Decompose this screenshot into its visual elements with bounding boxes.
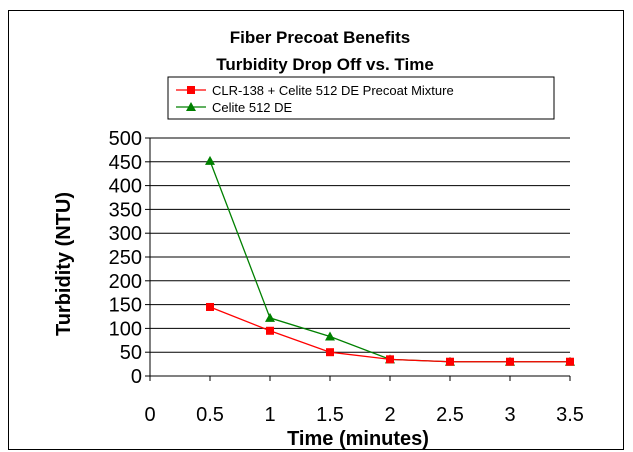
series-0-point-1 — [266, 326, 274, 335]
legend: CLR-138 + Celite 512 DE Precoat Mixture C… — [167, 76, 555, 120]
data-series — [205, 155, 575, 366]
y-tick-label-500: 500 — [109, 128, 142, 150]
series-0-point-4 — [446, 357, 454, 366]
axes — [145, 137, 571, 381]
series-0-point-6 — [566, 357, 574, 366]
series-0-point-2 — [326, 348, 334, 357]
y-tick-label-200: 200 — [109, 271, 142, 293]
y-tick-label-250: 250 — [109, 247, 142, 269]
series-0-point-0 — [206, 302, 214, 311]
series-0-point-3 — [386, 355, 394, 364]
y-tick-label-100: 100 — [109, 318, 142, 340]
x-axis-title: Time (minutes) — [287, 428, 429, 450]
x-tick-label-3.5: 3.5 — [556, 404, 584, 426]
x-tick-label-3: 3 — [504, 404, 515, 426]
series-1 — [205, 155, 575, 366]
series-1-point-2 — [325, 331, 335, 341]
series-0-line — [209, 306, 570, 363]
y-tick-label-150: 150 — [109, 295, 142, 317]
x-tick-label-2.5: 2.5 — [436, 404, 464, 426]
series-0 — [206, 302, 574, 366]
y-axis-title: Turbidity (NTU) — [53, 192, 75, 336]
y-tick-label-300: 300 — [109, 223, 142, 245]
series-0-point-5 — [506, 357, 514, 366]
chart-frame — [8, 10, 624, 450]
y-tick-label-400: 400 — [109, 176, 142, 198]
y-tick-label-450: 450 — [109, 152, 142, 174]
series-1-line — [209, 160, 570, 363]
y-tick-label-50: 50 — [120, 342, 142, 364]
legend-marker-0 — [187, 86, 195, 94]
chart-subtitle: Turbidity Drop Off vs. Time — [216, 55, 434, 74]
series-1-point-1 — [265, 312, 275, 322]
series-1-point-0 — [205, 155, 215, 165]
x-tick-label-0: 0 — [144, 404, 155, 426]
x-tick-label-1.5: 1.5 — [316, 404, 344, 426]
y-tick-label-0: 0 — [131, 366, 142, 388]
legend-marker-1 — [186, 102, 196, 111]
y-tick-label-350: 350 — [109, 199, 142, 221]
x-tick-label-2: 2 — [384, 404, 395, 426]
x-tick-label-0.5: 0.5 — [196, 404, 224, 426]
chart-title: Fiber Precoat Benefits — [230, 28, 410, 47]
legend-label-0: CLR-138 + Celite 512 DE Precoat Mixture — [212, 83, 454, 98]
x-tick-label-1: 1 — [264, 404, 275, 426]
x-tick-labels: 0 0.5 1 1.5 2 2.5 3 3.5 — [144, 404, 583, 426]
legend-box — [167, 76, 555, 120]
legend-label-1: Celite 512 DE — [212, 100, 293, 115]
